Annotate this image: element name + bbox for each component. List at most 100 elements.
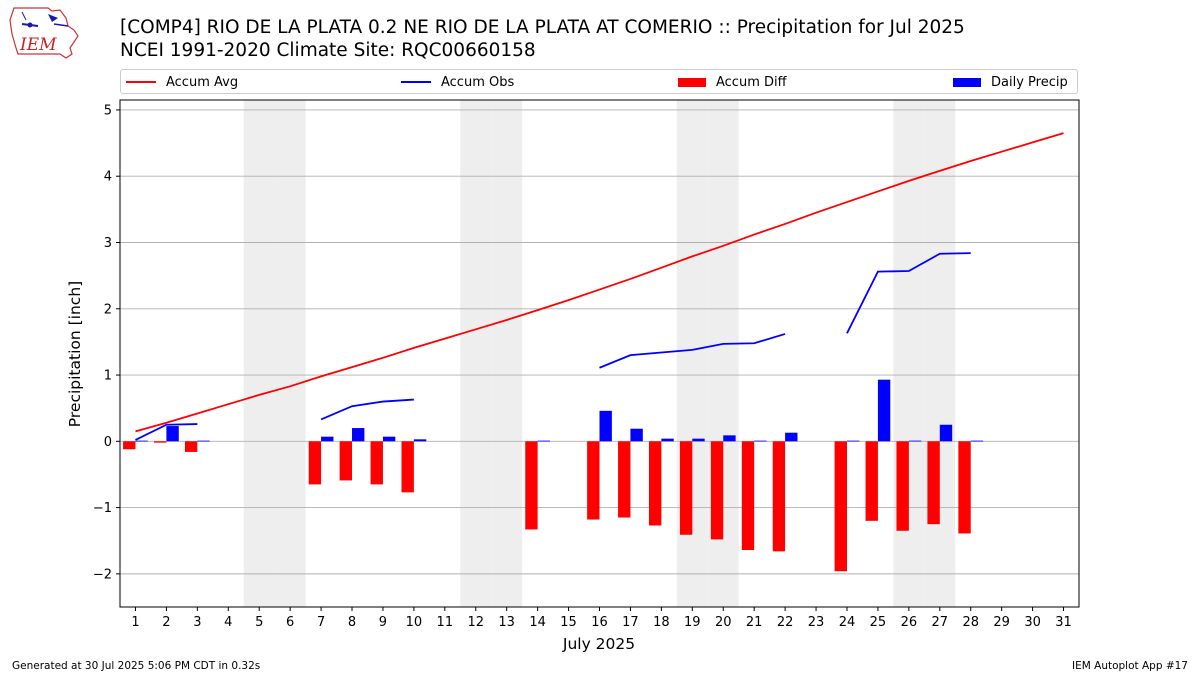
legend-swatch-accum-avg — [126, 81, 156, 83]
bar-accum-diff-28 — [958, 441, 971, 534]
bar-accum-diff-24 — [834, 441, 847, 572]
bar-accum-diff-1 — [123, 441, 136, 450]
bar-accum-diff-21 — [741, 441, 755, 551]
xtick-label-6: 6 — [286, 615, 294, 630]
bar-accum-diff-18 — [648, 441, 662, 526]
bar-accum-diff-8 — [339, 441, 353, 481]
legend-label-accum-avg: Accum Avg — [166, 74, 239, 90]
x-axis-label: July 2025 — [562, 635, 635, 653]
weekend-band-6 — [274, 100, 306, 607]
bar-daily-precip-28 — [970, 440, 984, 442]
xtick-label-16: 16 — [591, 615, 608, 630]
bar-daily-precip-25 — [877, 379, 891, 442]
xtick-label-13: 13 — [498, 615, 515, 630]
xtick-label-5: 5 — [255, 615, 263, 630]
xtick-label-12: 12 — [467, 615, 484, 630]
bar-daily-precip-18 — [661, 438, 674, 442]
bar-daily-precip-27 — [939, 424, 953, 442]
logo-text: IEM — [19, 35, 57, 55]
xtick-label-22: 22 — [777, 615, 794, 630]
bar-accum-diff-25 — [865, 441, 878, 521]
bar-accum-diff-19 — [679, 441, 693, 535]
bar-daily-precip-8 — [352, 428, 365, 442]
xtick-label-17: 17 — [622, 615, 639, 630]
legend-swatch-daily-precip — [953, 77, 981, 87]
xtick-label-15: 15 — [560, 615, 577, 630]
xtick-label-9: 9 — [379, 615, 387, 630]
bar-daily-precip-2 — [166, 426, 179, 442]
ytick-label-3: 3 — [104, 236, 112, 251]
weekend-band-13 — [491, 100, 523, 607]
ytick-label-5: 5 — [104, 103, 112, 118]
weekend-bands — [243, 100, 956, 607]
legend: Accum Avg Accum Obs Accum Diff Daily Pre… — [120, 69, 1078, 94]
xtick-label-21: 21 — [746, 615, 763, 630]
bar-daily-precip-7 — [321, 436, 334, 442]
legend-label-accum-diff: Accum Diff — [716, 74, 787, 90]
footer-app: IEM Autoplot App #17 — [1072, 660, 1188, 672]
bar-daily-precip-9 — [382, 436, 396, 442]
ytick-label--1: −1 — [93, 501, 112, 516]
plot-frame — [119, 99, 1080, 608]
xtick-label-27: 27 — [932, 615, 949, 630]
legend-item-accum-avg: Accum Avg — [126, 73, 238, 91]
bar-daily-precip-16 — [599, 410, 612, 442]
xtick-label-11: 11 — [437, 615, 454, 630]
legend-label-accum-obs: Accum Obs — [441, 74, 515, 90]
xtick-label-8: 8 — [348, 615, 356, 630]
ytick-label-2: 2 — [104, 302, 112, 317]
xtick-label-2: 2 — [162, 615, 170, 630]
xtick-label-29: 29 — [993, 615, 1010, 630]
weekend-band-26 — [893, 100, 925, 607]
xtick-label-7: 7 — [317, 615, 325, 630]
bar-daily-precip-17 — [630, 428, 643, 442]
xtick-label-1: 1 — [131, 615, 139, 630]
xtick-label-28: 28 — [962, 615, 979, 630]
ytick-label-0: 0 — [104, 435, 112, 450]
legend-label-daily-precip: Daily Precip — [991, 74, 1068, 90]
legend-swatch-accum-diff — [678, 77, 706, 87]
bar-daily-precip-20 — [723, 435, 736, 442]
xtick-label-18: 18 — [653, 615, 670, 630]
bar-daily-precip-10 — [413, 439, 427, 442]
bar-accum-diff-16 — [587, 441, 600, 520]
xtick-label-26: 26 — [901, 615, 918, 630]
series-lines — [135, 132, 1064, 441]
xtick-label-4: 4 — [224, 615, 232, 630]
bar-accum-diff-2 — [154, 441, 167, 443]
xtick-label-25: 25 — [870, 615, 887, 630]
bar-accum-diff-27 — [927, 441, 940, 525]
xtick-label-3: 3 — [193, 615, 201, 630]
x-axis-ticks: 1 2 3 4 5 6 7 8 9 10 11 12 13 14 15 16 17 18 19 20 21 22 23 24 2… — [131, 607, 1072, 630]
xtick-label-24: 24 — [839, 615, 856, 630]
bar-accum-diff-9 — [370, 441, 383, 485]
legend-item-daily-precip: Daily Precip — [953, 73, 1068, 91]
bar-daily-precip-26 — [908, 440, 922, 442]
bar-accum-diff-20 — [710, 441, 724, 540]
bar-daily-precip-1 — [135, 440, 148, 442]
ytick-label-4: 4 — [104, 170, 112, 185]
bar-accum-diff-26 — [896, 441, 909, 531]
xtick-label-23: 23 — [808, 615, 825, 630]
xtick-label-19: 19 — [684, 615, 701, 630]
bar-daily-precip-19 — [692, 438, 705, 442]
line-accum-obs-1 — [320, 398, 414, 421]
bars — [123, 379, 984, 572]
xtick-label-20: 20 — [715, 615, 732, 630]
bar-accum-diff-3 — [184, 441, 198, 452]
bar-accum-diff-14 — [525, 441, 538, 530]
legend-item-accum-diff: Accum Diff — [678, 73, 787, 91]
line-accum-obs-0 — [135, 423, 198, 441]
ytick-label--2: −2 — [93, 567, 112, 582]
weekend-band-27 — [924, 100, 956, 607]
line-accum-avg-0 — [135, 132, 1064, 433]
y-axis-label: Precipitation [inch] — [66, 281, 84, 427]
bar-daily-precip-21 — [754, 440, 767, 442]
chart-subtitle: NCEI 1991-2020 Climate Site: RQC00660158 — [120, 40, 536, 61]
bar-accum-diff-10 — [401, 441, 414, 493]
bar-daily-precip-3 — [197, 440, 210, 442]
xtick-label-10: 10 — [406, 615, 423, 630]
legend-item-accum-obs: Accum Obs — [401, 73, 514, 91]
bar-accum-diff-7 — [308, 441, 322, 485]
